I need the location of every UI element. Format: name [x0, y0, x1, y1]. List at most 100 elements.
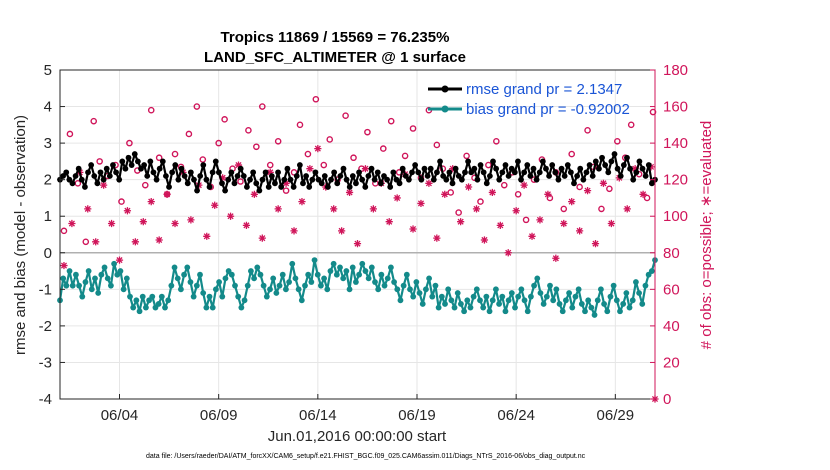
- rmse-data-point: [486, 173, 493, 179]
- bias-data-point: [162, 304, 168, 311]
- bias-data-point: [219, 293, 226, 300]
- bias-data-point: [464, 297, 471, 304]
- rmse-data-point: [443, 176, 450, 183]
- rmse-data-point: [240, 173, 247, 179]
- bias-data-point: [426, 275, 432, 282]
- bias-data-point: [642, 282, 649, 289]
- rmse-data-point: [268, 173, 275, 179]
- bias-data-point: [626, 304, 633, 311]
- x-axis: 06/04 06/09 06/14 06/19 06/24 06/29: [101, 394, 634, 424]
- evaluated-count-point: [512, 207, 520, 215]
- possible-count-point: [643, 194, 651, 202]
- rmse-data-point: [300, 180, 306, 187]
- rmse-data-point: [225, 176, 232, 183]
- rmse-data-point: [617, 173, 624, 179]
- bias-data-point: [111, 260, 117, 267]
- possible-count-point: [282, 187, 290, 194]
- rmse-data-point: [527, 173, 534, 179]
- rmse-data-point: [166, 184, 172, 190]
- rmse-data-point: [346, 184, 353, 190]
- rmse-data-point: [306, 184, 313, 190]
- possible-count-point: [514, 190, 522, 198]
- rmse-data-point: [97, 169, 104, 176]
- evaluated-count-point: [338, 227, 346, 235]
- rmse-data-point: [496, 176, 503, 183]
- possible-count-point: [598, 205, 605, 213]
- rmse-data-point: [605, 169, 612, 176]
- possible-count-point: [199, 156, 207, 163]
- bias-data-point: [477, 297, 483, 304]
- right-tick-label: 40: [663, 318, 680, 335]
- bias-data-point: [123, 275, 130, 282]
- rmse-data-point: [471, 165, 478, 172]
- rmse-data-point: [499, 169, 506, 176]
- bias-data-point: [397, 297, 404, 304]
- possible-count-point: [401, 152, 409, 160]
- evaluated-count-point: [298, 198, 306, 206]
- evaluated-count-point: [425, 179, 433, 187]
- evaluated-count-point: [472, 205, 481, 213]
- bias-data-point: [448, 297, 455, 304]
- rmse-data-point: [78, 176, 85, 183]
- plot-area: [60, 70, 655, 399]
- evaluated-count-point: [639, 190, 647, 198]
- evaluated-count-point: [607, 219, 615, 228]
- right-tick-label: 0: [663, 391, 671, 408]
- bias-data-point: [559, 308, 566, 315]
- evaluated-count-point: [544, 190, 552, 198]
- rmse-data-point: [636, 158, 643, 165]
- possible-count-point: [126, 139, 133, 147]
- rmse-data-point: [222, 187, 229, 194]
- rmse-data-point: [449, 180, 456, 187]
- right-tick-label: 120: [663, 172, 688, 189]
- bias-data-point: [85, 268, 92, 274]
- rmse-data-point: [131, 151, 138, 157]
- rmse-data-point: [592, 158, 599, 165]
- rmse-data-point: [596, 165, 602, 172]
- possible-count-point: [185, 130, 193, 138]
- bias-data-point: [174, 275, 181, 282]
- possible-count-point: [193, 103, 201, 110]
- possible-count-point: [614, 137, 621, 145]
- rmse-data-point: [624, 154, 630, 161]
- bias-data-point: [572, 293, 579, 300]
- evaluated-count-point: [552, 254, 560, 262]
- bias-data-point: [104, 275, 111, 282]
- rmse-data-point: [574, 173, 581, 179]
- possible-count-point: [560, 205, 568, 213]
- bias-data-point: [190, 293, 197, 300]
- rmse-data-point: [125, 154, 132, 161]
- bias-data-point: [79, 293, 86, 300]
- bias-data-point: [120, 286, 127, 293]
- rmse-data-point: [116, 176, 123, 183]
- rmse-data-point: [272, 180, 278, 187]
- rmse-data-point: [356, 169, 362, 176]
- rmse-data-point: [555, 176, 562, 183]
- bias-data-point: [502, 308, 509, 315]
- bias-data-point: [467, 304, 474, 311]
- bias-data-point: [359, 260, 366, 267]
- bias-data-point: [528, 293, 534, 300]
- bias-data-point: [648, 268, 655, 274]
- rmse-data-point: [586, 162, 593, 168]
- rmse-data-point: [128, 162, 135, 168]
- rmse-data-point: [434, 169, 440, 176]
- rmse-data-point: [530, 165, 537, 172]
- x-tick-label: 06/24: [497, 407, 535, 424]
- rmse-data-point: [290, 184, 297, 190]
- rmse-data-point: [645, 162, 652, 168]
- possible-count-point: [379, 145, 387, 152]
- rmse-data-point: [552, 169, 559, 176]
- rmse-data-point: [237, 165, 244, 172]
- rmse-data-point: [212, 158, 219, 165]
- rmse-data-point: [275, 169, 281, 176]
- bias-data-point: [591, 312, 598, 318]
- rmse-data-point: [231, 180, 238, 187]
- rmse-data-point: [371, 176, 378, 183]
- rmse-data-point: [599, 154, 605, 161]
- evaluated-count-point: [68, 219, 76, 228]
- bias-data-point: [257, 271, 264, 278]
- bias-data-point: [238, 304, 245, 311]
- rmse-data-point: [334, 180, 341, 187]
- right-tick-label: 180: [663, 62, 688, 79]
